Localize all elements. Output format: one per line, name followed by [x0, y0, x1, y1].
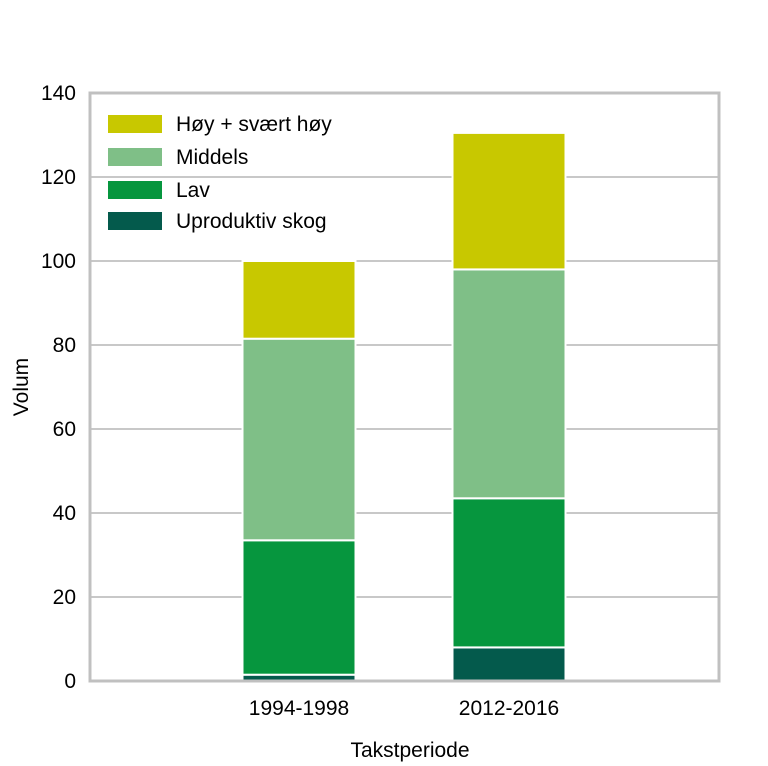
bar-segment	[451, 131, 567, 271]
legend-label: Uproduktiv skog	[176, 210, 327, 233]
bar-segment	[451, 497, 567, 649]
bar-segment	[241, 337, 357, 542]
y-tick-label: 100	[41, 250, 76, 273]
y-axis-title: Volum	[10, 358, 33, 416]
y-tick-label: 140	[41, 82, 76, 105]
y-tick-label: 80	[53, 334, 76, 357]
bars	[241, 131, 567, 683]
legend-label: Middels	[176, 146, 248, 169]
plot-frame	[88, 91, 721, 683]
y-tick-label: 60	[53, 418, 76, 441]
y-tick-label: 40	[53, 502, 76, 525]
y-axis-ticks: 0 20 40 60 80 100 120 140	[41, 82, 76, 693]
legend-label: Høy + svært høy	[176, 113, 332, 136]
bar-segment	[451, 268, 567, 500]
bar-segment	[241, 539, 357, 676]
y-tick-label: 20	[53, 586, 76, 609]
legend-swatch	[108, 181, 162, 199]
bar-segment	[241, 260, 357, 340]
x-axis-ticks: 1994-1998 2012-2016	[249, 697, 559, 720]
legend: Høy + svært høy Middels Lav Uproduktiv skog	[108, 113, 332, 233]
y-tick-label: 120	[41, 166, 76, 189]
y-tick-label: 0	[64, 670, 76, 693]
legend-swatch	[108, 115, 162, 133]
legend-swatch	[108, 212, 162, 230]
x-tick-label: 2012-2016	[459, 697, 559, 720]
legend-swatch	[108, 148, 162, 166]
bar-segment	[451, 646, 567, 683]
gridlines	[90, 176, 719, 598]
x-tick-label: 1994-1998	[249, 697, 349, 720]
legend-label: Lav	[176, 179, 210, 202]
x-axis-title: Takstperiode	[350, 739, 469, 762]
